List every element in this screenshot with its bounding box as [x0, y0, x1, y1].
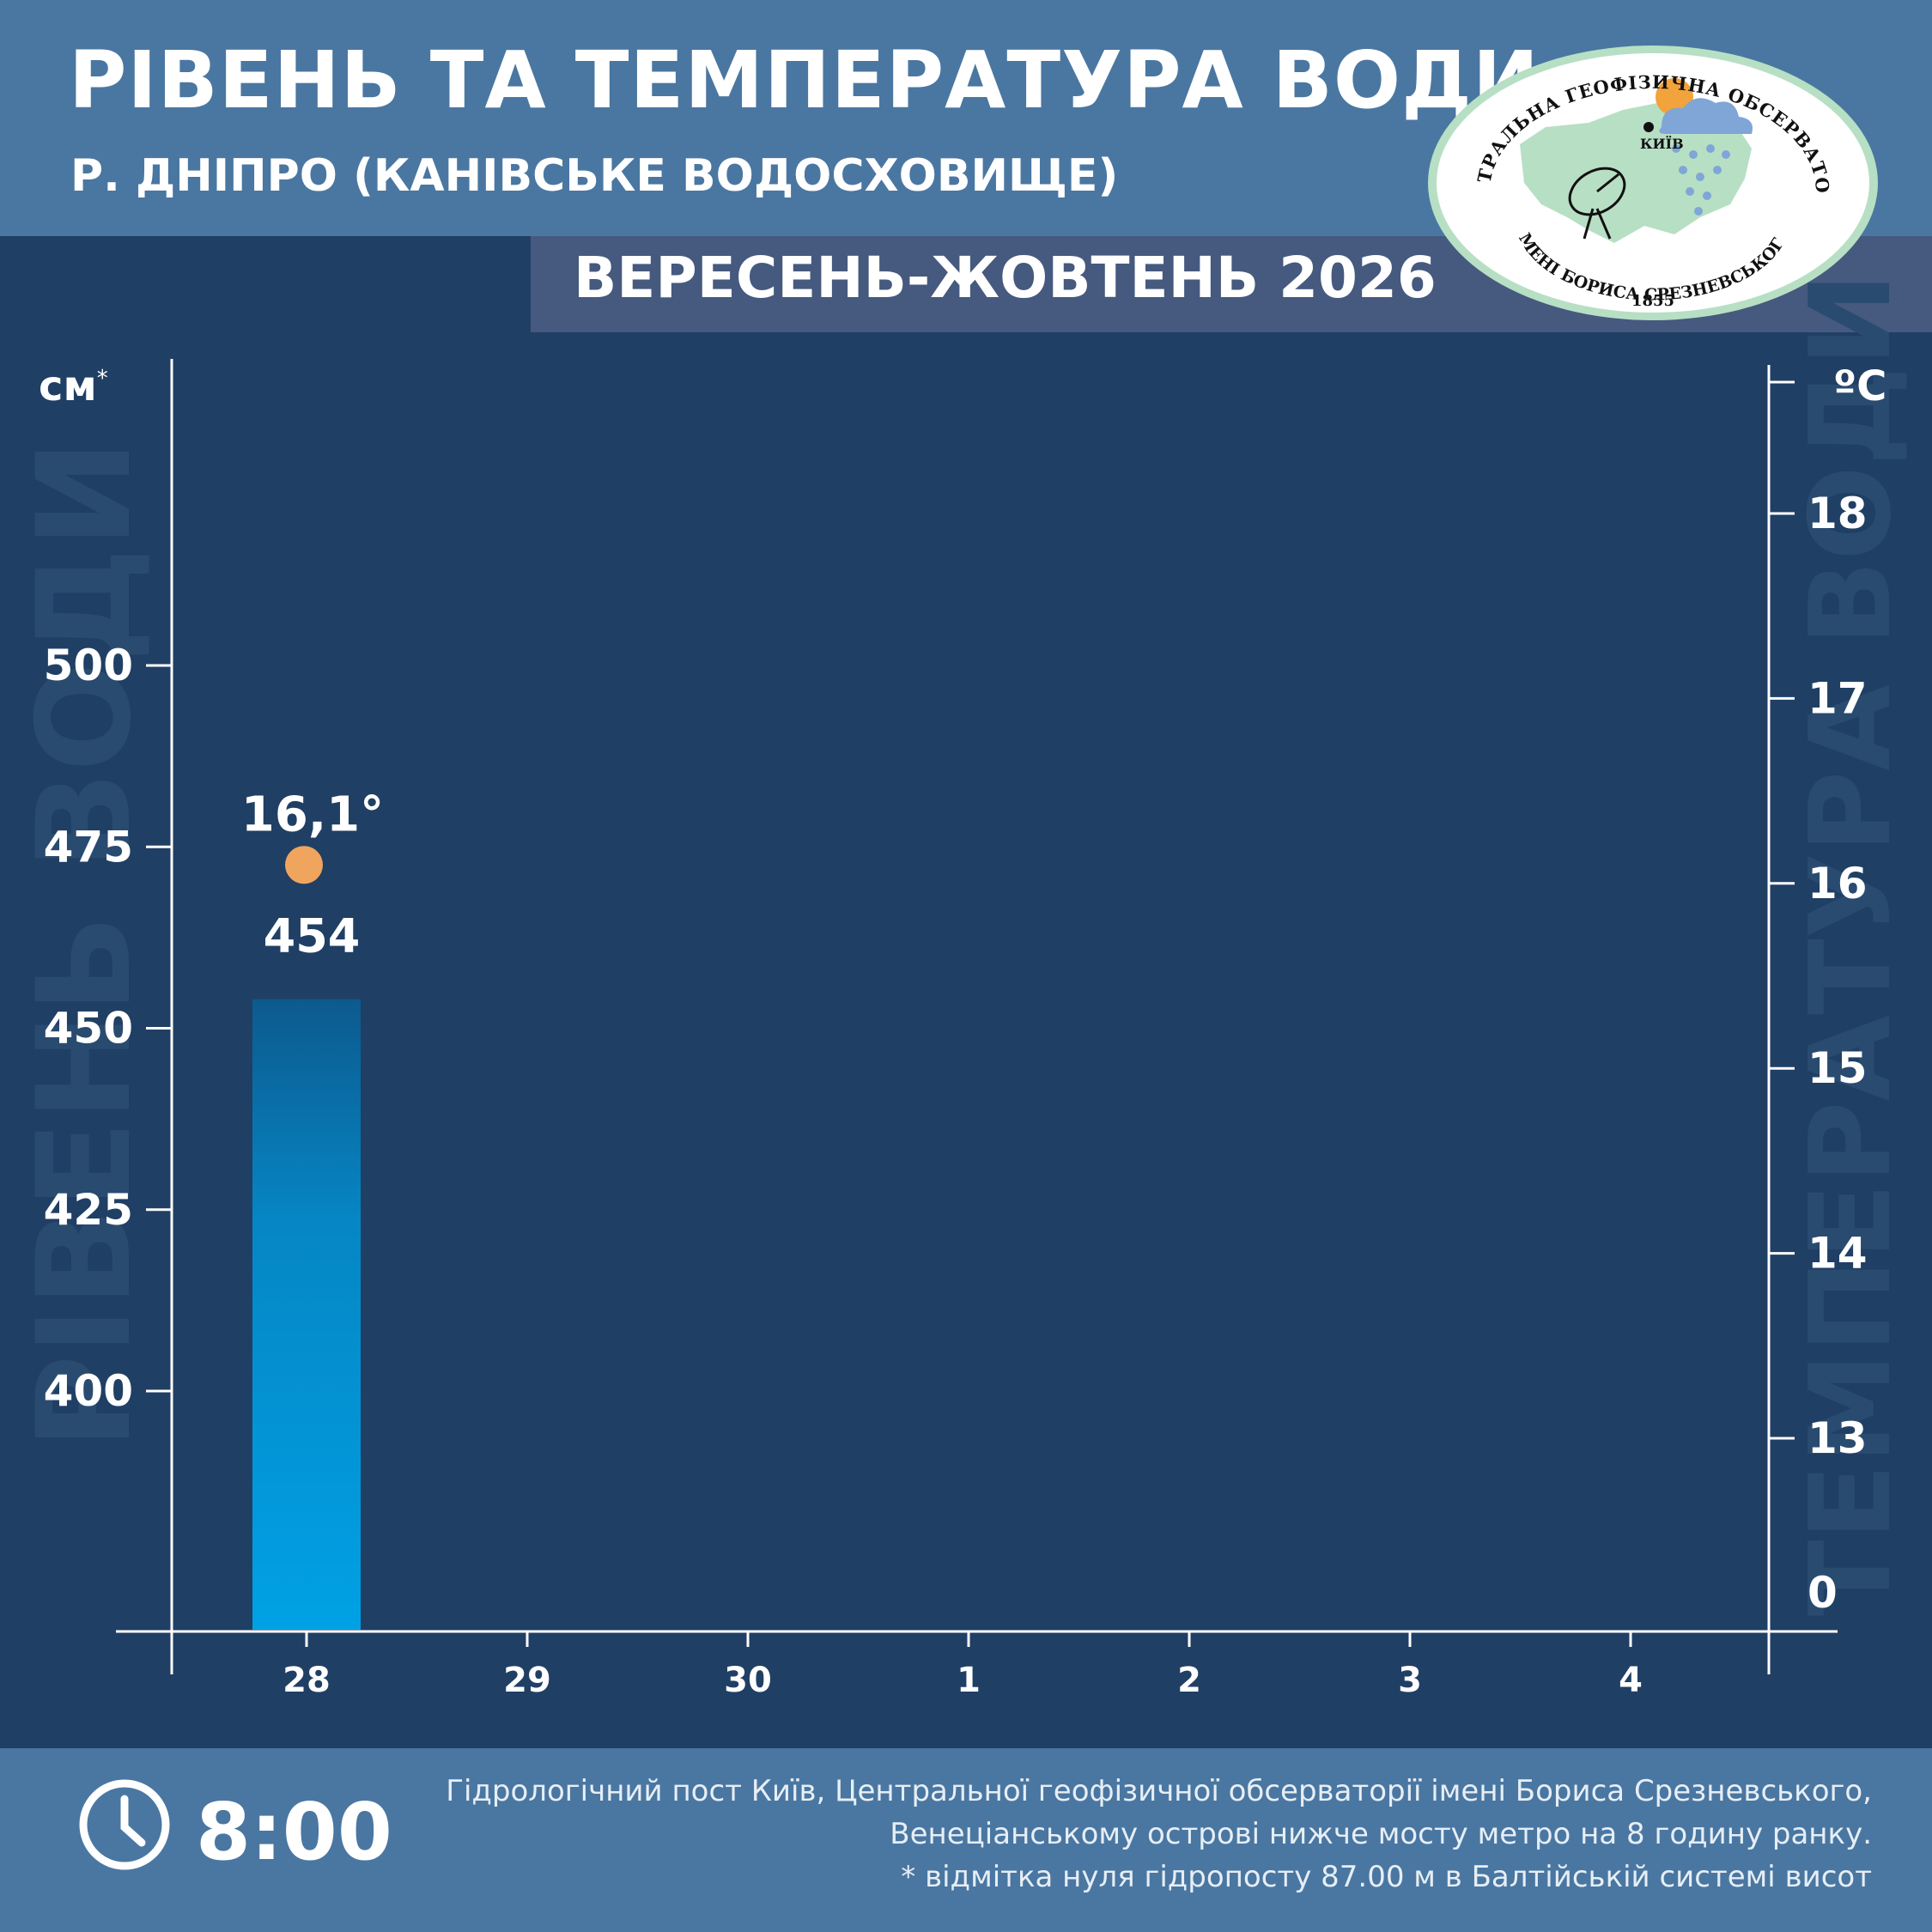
right-tick-label: 0 — [1807, 1568, 1838, 1618]
left-axis-title: РІВЕНЬ ВОДИ — [10, 440, 160, 1449]
x-tick-label: 29 — [503, 1661, 551, 1700]
x-tick-label: 30 — [724, 1661, 772, 1700]
right-tick-label: 18 — [1807, 489, 1868, 538]
left-tick-label: 475 — [44, 822, 133, 872]
x-tick-label: 4 — [1619, 1661, 1643, 1700]
temperature-points: 16,1° — [241, 787, 384, 884]
bars: 454 — [252, 909, 361, 1630]
level-bar-value: 454 — [264, 909, 361, 963]
left-tick-label: 400 — [44, 1366, 133, 1416]
x-tick-label: 28 — [283, 1661, 331, 1700]
right-axis-title: ТЕМПЕРАТУРА ВОДИ — [1785, 273, 1916, 1617]
period-label: ВЕРЕСЕНЬ-ЖОВТЕНЬ 2026 — [574, 245, 1437, 311]
footer-note-line-3: * відмітка нуля гідропосту 87.00 м в Бал… — [901, 1860, 1872, 1894]
kyiv-marker — [1643, 122, 1654, 132]
water-level-chart: РІВЕНЬ ВОДИ ТЕМПЕРАТУРА ВОДИ 400 425 450 47… — [10, 273, 1916, 1700]
satellite-dish-icon — [1568, 167, 1626, 240]
left-axis-unit-mark: * — [96, 366, 108, 392]
observation-time: 8:00 — [196, 1786, 392, 1878]
temperature-point — [285, 846, 323, 884]
ukraine-map-icon — [1520, 101, 1752, 243]
left-axis-ticks: 400 425 450 475 500 — [44, 641, 172, 1416]
right-axis-ticks: 0 13 14 15 16 17 18 — [1769, 380, 1868, 1618]
sun-icon — [1656, 78, 1693, 116]
observatory-logo: КИЇВ ЦЕНТРАЛЬНА ГЕОФІЗИЧНА ОБСЕРВАТОРІЯ … — [1425, 41, 1878, 320]
x-tick-label: 1 — [957, 1661, 981, 1700]
temperature-point-value: 16,1° — [241, 787, 384, 842]
x-axis-ticks: 28 29 30 1 2 3 4 — [283, 1631, 1643, 1700]
left-tick-label: 425 — [44, 1185, 133, 1235]
left-tick-label: 500 — [44, 641, 133, 690]
right-axis-unit: ºC — [1833, 362, 1887, 410]
right-tick-label: 14 — [1807, 1229, 1868, 1279]
page-subtitle: Р. ДНІПРО (КАНІВСЬКЕ ВОДОСХОВИЩЕ) — [70, 150, 1119, 202]
footer-band — [0, 1748, 1932, 1932]
page-title: РІВЕНЬ ТА ТЕМПЕРАТУРА ВОДИ — [69, 34, 1540, 126]
logo-city: КИЇВ — [1640, 135, 1684, 152]
cloud-icon — [1659, 98, 1753, 134]
right-tick-label: 17 — [1807, 673, 1868, 723]
left-tick-label: 450 — [44, 1004, 133, 1054]
footer-note-line-2: Венеціанському острові нижче мосту метро… — [890, 1817, 1872, 1851]
left-axis-unit-text: см — [39, 362, 97, 410]
logo-year: 1855 — [1631, 292, 1674, 310]
clock-icon — [79, 1779, 170, 1870]
footer-note-line-1: Гідрологічний пост Київ, Центральної гео… — [446, 1774, 1872, 1808]
left-axis-unit: см* — [39, 362, 108, 410]
level-bar — [252, 999, 361, 1630]
right-tick-label: 13 — [1807, 1413, 1868, 1463]
right-tick-label: 15 — [1807, 1043, 1868, 1093]
x-tick-label: 2 — [1177, 1661, 1201, 1700]
right-tick-label: 16 — [1807, 859, 1868, 908]
x-tick-label: 3 — [1398, 1661, 1422, 1700]
